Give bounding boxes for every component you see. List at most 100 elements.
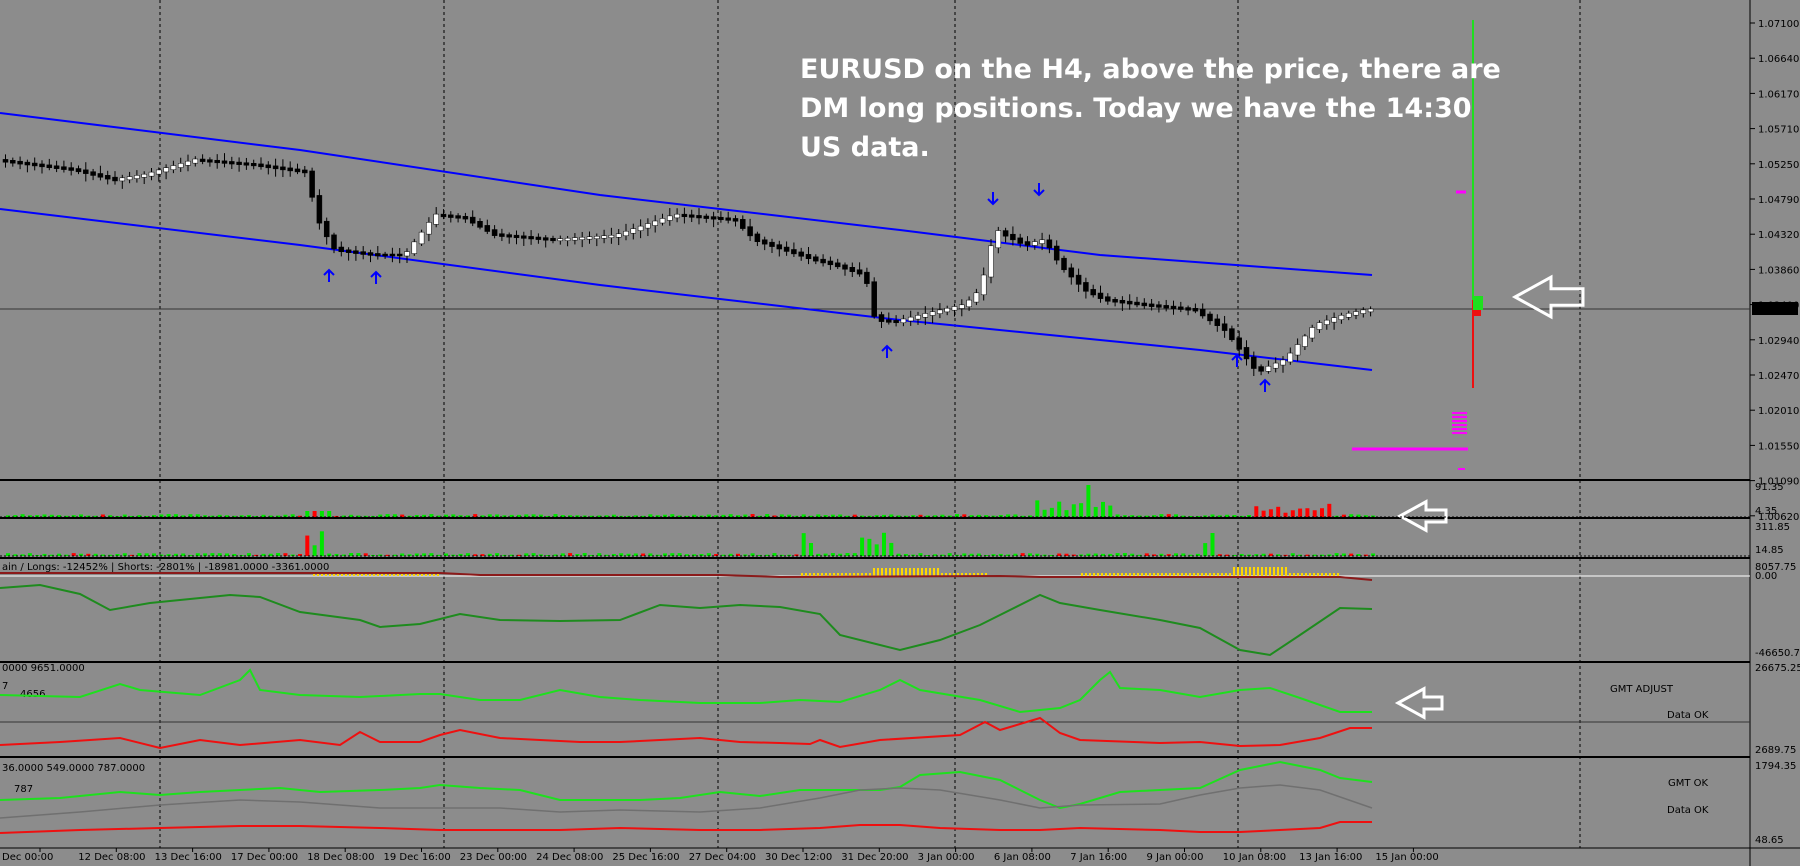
volume-bar — [1210, 533, 1215, 556]
volume-bar — [1144, 515, 1149, 517]
volume-bar — [597, 553, 602, 556]
volume-bar — [538, 554, 543, 556]
volume-bar — [436, 554, 441, 556]
volume-bar — [400, 514, 405, 517]
volume-bar — [166, 514, 171, 517]
bear-candle — [834, 262, 841, 268]
bear-candle — [331, 234, 337, 250]
volume-bar — [86, 553, 91, 556]
volume-bar — [217, 553, 222, 556]
bear-candle — [1163, 305, 1169, 309]
volume-bar — [407, 554, 412, 556]
time-tick-label: 18 Dec 08:00 — [307, 852, 374, 863]
bear-candle — [455, 215, 461, 219]
volume-bar — [268, 515, 273, 517]
volume-bar — [903, 515, 908, 517]
bear-candle — [61, 166, 67, 170]
pane3-red-line — [0, 572, 1373, 581]
price-tick-label: 1.00620 — [1758, 512, 1799, 523]
volume-bar — [429, 514, 434, 517]
volume-bar — [1327, 554, 1332, 556]
volume-bar — [27, 515, 32, 517]
bull-candle — [907, 316, 914, 322]
volume-bar — [1181, 553, 1186, 556]
volume-bar — [356, 553, 361, 556]
volume-bar — [108, 515, 113, 517]
volume-bar — [787, 514, 792, 517]
volume-bar — [641, 515, 646, 517]
bear-candle — [214, 159, 220, 164]
bear-candle — [1251, 356, 1257, 369]
price-tick-label: 1.01090 — [1758, 477, 1799, 488]
volume-bar — [794, 515, 799, 517]
volume-bar — [692, 554, 697, 556]
volume-bar — [984, 554, 989, 556]
bear-candle — [294, 168, 301, 173]
volume-bar — [560, 515, 565, 517]
time-tick-label: 27 Dec 04:00 — [689, 852, 756, 863]
bull-candle — [1294, 344, 1301, 356]
volume-bar — [290, 514, 295, 517]
pane5-red-line — [0, 821, 1372, 834]
bear-candle — [462, 216, 469, 220]
pane5-scale-bottom: 48.65 — [1755, 835, 1784, 846]
bear-candle — [302, 169, 308, 174]
volume-bar — [969, 553, 974, 556]
bear-candle — [389, 253, 396, 257]
price-tick-label: 1.02470 — [1758, 371, 1799, 382]
volume-bar — [385, 554, 390, 556]
bear-candle — [798, 251, 804, 257]
bear-candle — [97, 173, 104, 178]
bear-candle — [550, 237, 556, 242]
channel-lower-line — [0, 208, 1373, 371]
bear-candle — [1178, 306, 1184, 310]
volume-bar — [1283, 512, 1288, 517]
volume-bar — [422, 514, 427, 517]
bull-candle — [192, 158, 199, 164]
bear-candle — [1229, 328, 1235, 341]
volume-bar — [1254, 554, 1259, 556]
volume-bar — [677, 515, 682, 517]
bear-candle — [46, 164, 53, 169]
bear-candle — [703, 215, 710, 219]
volume-bar — [49, 514, 54, 517]
time-tick-label: 12 Dec 08:00 — [78, 852, 145, 863]
bull-candle — [1353, 311, 1359, 316]
volume-bar — [1108, 505, 1113, 517]
volume-bar — [896, 553, 901, 556]
pane5-header: 36.0000 549.0000 787.0000 — [2, 763, 145, 774]
volume-bar — [546, 515, 551, 517]
volume-bar — [531, 514, 536, 517]
volume-bar — [495, 514, 500, 517]
volume-bar — [100, 514, 105, 517]
volume-bar — [144, 515, 149, 517]
volume-bar — [538, 514, 543, 517]
pane3-green-line — [0, 583, 1373, 657]
volume-bar — [203, 553, 208, 556]
volume-bar — [392, 554, 397, 556]
volume-bar — [699, 553, 704, 556]
bear-candle — [1258, 366, 1264, 372]
bear-candle — [469, 216, 476, 224]
bear-candle — [506, 234, 512, 238]
bear-candle — [1185, 307, 1191, 311]
volume-bar — [1057, 501, 1062, 517]
bear-candle — [827, 260, 834, 266]
volume-bar — [436, 515, 441, 517]
volume-bar — [451, 554, 456, 556]
volume-bar — [181, 515, 186, 517]
volume-bar — [100, 554, 105, 556]
volume-bar — [1305, 554, 1310, 556]
volume-bar — [750, 514, 755, 517]
bull-candle — [586, 236, 593, 240]
volume-bar — [122, 553, 127, 556]
volume-bar — [1247, 554, 1251, 556]
bull-candle — [937, 309, 943, 314]
pane4-red-line — [0, 716, 1372, 750]
volume-bar — [1122, 515, 1127, 517]
volume-bar — [743, 514, 748, 517]
bull-candle — [1265, 365, 1272, 372]
volume-bar — [684, 554, 689, 556]
volume-bar — [1290, 553, 1295, 556]
